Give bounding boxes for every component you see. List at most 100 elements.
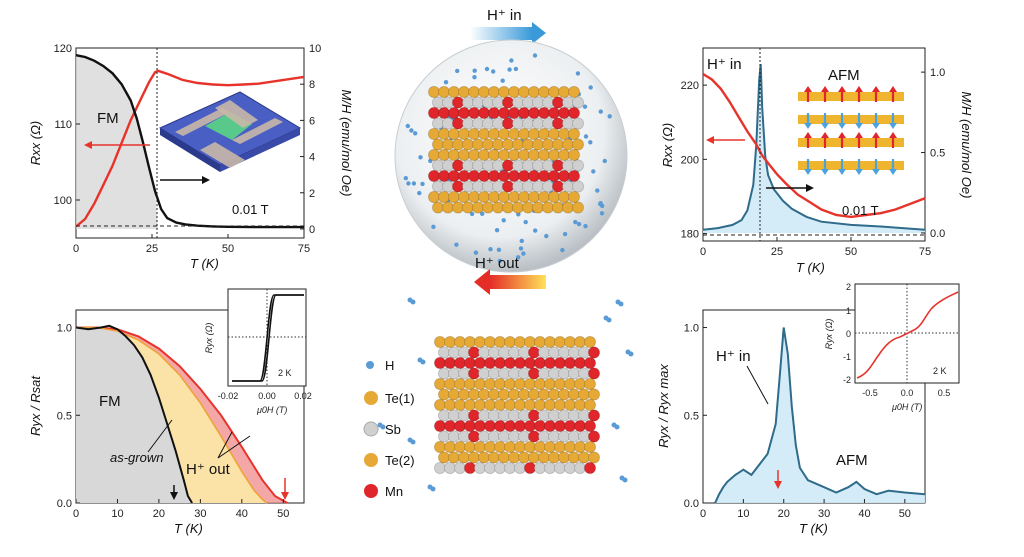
- inset-ylabel: Ryx (Ω): [824, 319, 834, 350]
- hydrogen-atom: [532, 53, 538, 58]
- hydrogen-atom: [583, 134, 589, 139]
- arrow-left-head: [84, 141, 92, 149]
- xlabel: T (K): [190, 256, 219, 271]
- lattice-atom: [583, 377, 597, 391]
- afm-spin-diagram: [798, 86, 904, 175]
- lattice-atom: [587, 388, 601, 401]
- lattice-atom: [583, 419, 597, 433]
- hydrogen-atom: [562, 231, 568, 237]
- x-tick-label: 10: [737, 508, 749, 520]
- lattice-atom: [587, 409, 601, 422]
- hydrogen-atom: [406, 181, 411, 186]
- device-illustration: [158, 91, 302, 172]
- hall-curve: [856, 291, 959, 379]
- arrow-right-head: [806, 184, 814, 192]
- hydrogen-atom: [591, 169, 596, 174]
- inset-ytick: -1: [843, 352, 851, 362]
- hydrogen-atom: [507, 67, 512, 72]
- legend-label-h: H: [385, 358, 394, 373]
- spin-up-head: [872, 86, 880, 92]
- crystal-lattice: [433, 335, 601, 475]
- y2-tick-label: 0.0: [930, 228, 945, 240]
- x-tick-label: 50: [845, 246, 857, 258]
- x-tick-label: 30: [194, 508, 206, 520]
- rxx-series-line: [702, 72, 926, 219]
- annotation-hplus-in: H⁺ in: [716, 348, 751, 365]
- axis-ticks: 0 25 50 75 100 110 120 0 2 4 6 8 10: [54, 43, 322, 255]
- data-lines: [702, 64, 926, 231]
- y-tick-label: 0.5: [57, 410, 72, 422]
- x-tick-label: 0: [73, 243, 79, 255]
- y-tick-label: 0.0: [57, 498, 72, 510]
- spin-down-head: [804, 123, 812, 129]
- hydrogen-atom: [405, 123, 410, 129]
- y-tick-label: 100: [54, 195, 72, 207]
- xlabel: T (K): [799, 521, 828, 536]
- lattice-atom: [571, 138, 585, 151]
- y-tick-label: 120: [54, 43, 72, 55]
- hydrogen-atom: [606, 317, 612, 323]
- inset-hysteresis: 2 K -0.02 0.00 0.02 μ0H (T) Ryx (Ω): [204, 288, 312, 415]
- annotation-as-grown: as-grown: [110, 450, 163, 465]
- lattice-atom: [583, 440, 597, 454]
- spin-up-head: [821, 132, 829, 138]
- inset-xtick: 0.02: [294, 391, 312, 401]
- y-tick-label: 0.5: [684, 410, 699, 422]
- lattice-atom: [587, 451, 601, 464]
- spin-up-head: [804, 132, 812, 138]
- lattice-atom: [571, 201, 585, 214]
- legend-label-sb: Sb: [385, 422, 401, 437]
- hydrogen-atom: [420, 181, 425, 187]
- annotation-fm: FM: [97, 110, 119, 127]
- lattice-atom: [583, 398, 597, 412]
- hydrogen-atom: [411, 181, 417, 186]
- legend-label-te1: Te(1): [385, 391, 415, 406]
- inset-xlabel: μ0H (T): [891, 402, 922, 412]
- x-tick-label: 40: [236, 508, 248, 520]
- shaded-area: [715, 327, 925, 503]
- inset-xlabel: μ0H (T): [256, 405, 287, 415]
- hydrogen-atom: [518, 246, 524, 251]
- grey-area: [76, 325, 193, 503]
- hplus-out-label: H⁺ out: [475, 255, 520, 272]
- hydrogen-atom: [494, 228, 500, 233]
- hydrogen-atom: [410, 299, 416, 305]
- spin-up-head: [889, 86, 897, 92]
- ylabel: Rxx (Ω): [28, 121, 43, 166]
- spin-down-head: [872, 169, 880, 175]
- spin-down-head: [889, 169, 897, 175]
- hydrogen-atom: [496, 247, 502, 252]
- hydrogen-atom: [516, 255, 521, 260]
- lattice-atom: [567, 148, 581, 162]
- mh-series-line: [702, 64, 926, 231]
- data-lines: [714, 327, 926, 504]
- y2-tick-label: 10: [309, 43, 321, 55]
- y-tick-label: 220: [681, 80, 699, 92]
- y-tick-label: 110: [54, 119, 72, 131]
- legend-dot-te2: [364, 453, 378, 467]
- hydrogen-atom: [582, 104, 588, 109]
- spin-up-head: [804, 86, 812, 92]
- x-tick-label: 0: [700, 246, 706, 258]
- spin-up-head: [872, 132, 880, 138]
- lattice-atom: [571, 159, 585, 172]
- hydrogen-atom: [484, 66, 490, 72]
- x-tick-label: 25: [771, 246, 783, 258]
- hydrogen-atom: [576, 221, 582, 227]
- spin-down-head: [872, 123, 880, 129]
- x-tick-label: 10: [111, 508, 123, 520]
- lattice-atom: [567, 106, 581, 120]
- hplus-in-label: H⁺ in: [487, 7, 522, 24]
- inset-xtick: 0.0: [901, 388, 914, 398]
- hydrogen-atom: [573, 219, 578, 225]
- data-lines: [75, 324, 288, 504]
- hydrogen-atom: [417, 190, 422, 196]
- legend-dot-mn: [364, 484, 378, 498]
- annotation-field: 0.01 T: [842, 203, 879, 218]
- hydrogen-atom: [598, 201, 603, 206]
- hydrogen-atom: [588, 140, 593, 145]
- legend-dot-te1: [364, 391, 378, 405]
- fm-shaded-region: [76, 55, 159, 229]
- ylabel: Rxx (Ω): [660, 123, 675, 168]
